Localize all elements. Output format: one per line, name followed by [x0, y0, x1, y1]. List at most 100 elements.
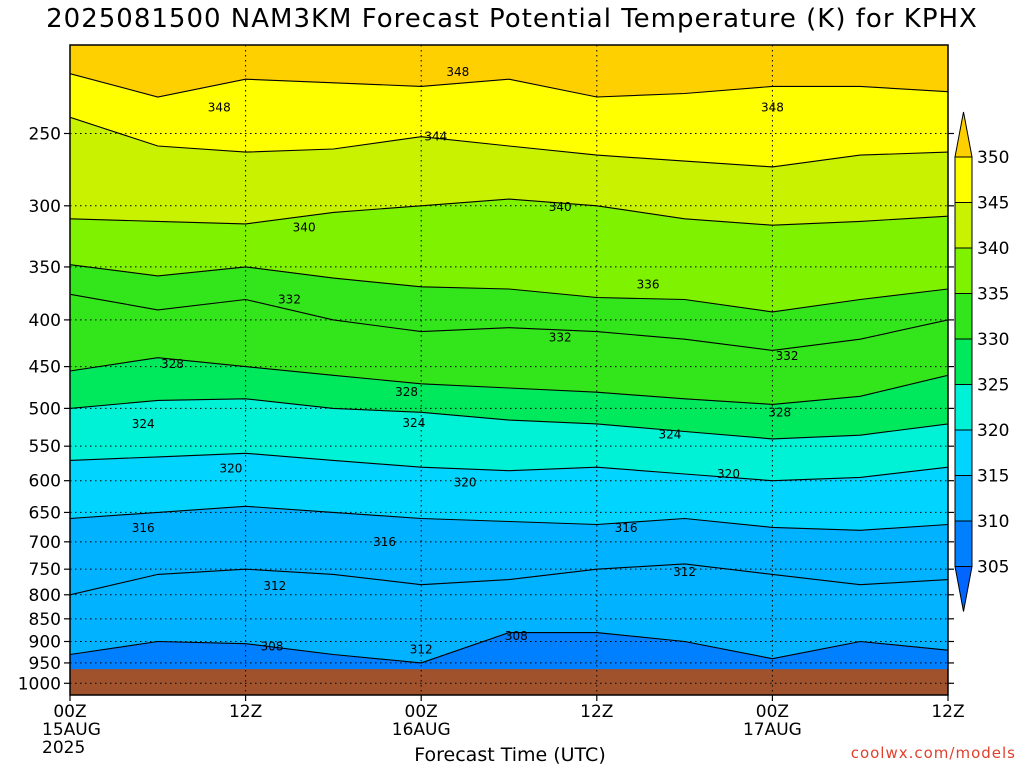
x-tick-label-0-2: 2025: [42, 738, 85, 758]
contour-label-328: 328: [768, 405, 791, 419]
y-tick-label-900: 900: [29, 632, 61, 652]
contour-label-332: 332: [278, 293, 301, 307]
x-tick-label-48-0: 00Z: [756, 702, 789, 722]
isotherm-332: [70, 293, 948, 351]
y-tick-label-950: 950: [29, 654, 61, 674]
ground-surface: [70, 669, 948, 695]
x-tick-label-36-0: 12Z: [580, 702, 613, 722]
temperature-fill-bands: [70, 45, 948, 695]
y-tick-label-550: 550: [29, 437, 61, 457]
x-tick-label-60-0: 12Z: [931, 702, 964, 722]
isotherm-348: [70, 73, 948, 98]
y-tick-label-750: 750: [29, 560, 61, 580]
y-tick-label-250: 250: [29, 124, 61, 144]
colorbar-band-345: [954, 156, 973, 203]
contour-label-324: 324: [659, 427, 682, 441]
colorbar-band-335: [954, 247, 973, 294]
contour-label-328: 328: [161, 357, 184, 371]
colorbar-label-325: 325: [977, 376, 1009, 396]
contour-label-332: 332: [776, 349, 799, 363]
colorbar-band-340: [954, 202, 973, 249]
contour-labels: 348 348 348 344 340 340 336 332 332 332 328 328 328 3…: [132, 65, 799, 657]
y-tick-label-700: 700: [29, 533, 61, 553]
colorbar-band-310: [954, 475, 973, 522]
chart-title: 2025081500 NAM3KM Forecast Potential Tem…: [46, 4, 978, 34]
contour-label-320: 320: [717, 467, 740, 481]
contour-label-308: 308: [505, 629, 528, 643]
colorbar-label-330: 330: [977, 330, 1009, 350]
isotherm-316: [70, 505, 948, 531]
isotherm-312: [70, 563, 948, 596]
colorbar-band-315: [954, 429, 973, 476]
colorbar-band-325: [954, 338, 973, 385]
contour-label-336: 336: [637, 278, 660, 292]
contour-label-324: 324: [402, 416, 425, 430]
colorbar-band-330: [954, 293, 973, 340]
isotherm-324: [70, 398, 948, 440]
colorbar-label-335: 335: [977, 285, 1009, 305]
contour-label-308: 308: [260, 640, 283, 654]
isotherm-308: [70, 632, 948, 664]
y-tick-label-450: 450: [29, 358, 61, 378]
source-credit: coolwx.com/models: [850, 744, 1016, 762]
y-axis: 2503003504004505005506006507007508008509…: [18, 124, 954, 694]
contour-label-332: 332: [549, 330, 572, 344]
colorbar: 350 345 340 335 330 325 320 315 310 305: [954, 111, 1009, 612]
contour-label-316: 316: [615, 521, 638, 535]
colorbar-label-315: 315: [977, 467, 1009, 487]
contour-label-348: 348: [208, 100, 231, 114]
contour-label-312: 312: [263, 579, 286, 593]
y-tick-label-350: 350: [29, 258, 61, 278]
x-tick-label-48-1: 17AUG: [743, 720, 802, 740]
colorbar-max-arrow: [954, 111, 973, 158]
plot-border: [69, 44, 949, 696]
contour-label-328: 328: [395, 385, 418, 399]
y-tick-label-1000: 1000: [18, 674, 61, 694]
colorbar-label-345: 345: [977, 194, 1009, 214]
y-tick-label-300: 300: [29, 197, 61, 217]
y-tick-label-650: 650: [29, 503, 61, 523]
colorbar-label-340: 340: [977, 239, 1009, 259]
ground-layer: [70, 669, 948, 695]
isotherm-340: [70, 198, 948, 226]
x-tick-label-12-0: 12Z: [229, 702, 262, 722]
isotherm-lines: [70, 73, 948, 664]
contour-label-340: 340: [293, 221, 316, 235]
y-tick-label-800: 800: [29, 586, 61, 606]
colorbar-band-305: [954, 520, 973, 567]
x-tick-label-24-1: 16AUG: [392, 720, 451, 740]
x-tick-label-24-0: 00Z: [405, 702, 438, 722]
isotherm-328: [70, 357, 948, 405]
isotherm-344: [70, 116, 948, 168]
plot-frame: [69, 44, 949, 696]
colorbar-label-310: 310: [977, 512, 1009, 532]
y-tick-label-400: 400: [29, 311, 61, 331]
contour-label-348: 348: [446, 65, 469, 79]
contour-label-316: 316: [132, 521, 155, 535]
isotherm-336: [70, 264, 948, 313]
contour-label-344: 344: [424, 130, 447, 144]
colorbar-label-350: 350: [977, 148, 1009, 168]
colorbar-band-320: [954, 384, 973, 431]
contour-label-320: 320: [454, 476, 477, 490]
y-tick-label-850: 850: [29, 610, 61, 630]
contour-label-312: 312: [673, 565, 696, 579]
contour-label-312: 312: [410, 642, 433, 656]
pressure-gridlines: [70, 45, 948, 695]
colorbar-label-320: 320: [977, 421, 1009, 441]
colorbar-label-305: 305: [977, 558, 1009, 578]
contour-label-324: 324: [132, 417, 155, 431]
contour-label-348: 348: [761, 100, 784, 114]
y-tick-label-500: 500: [29, 399, 61, 419]
colorbar-min-arrow: [954, 566, 973, 612]
x-tick-label-0-1: 15AUG: [42, 720, 101, 740]
x-axis-label: Forecast Time (UTC): [414, 744, 606, 766]
contour-label-316: 316: [373, 535, 396, 549]
isotherm-320: [70, 452, 948, 482]
x-tick-label-0-0: 00Z: [53, 702, 86, 722]
y-tick-label-600: 600: [29, 472, 61, 492]
contour-label-340: 340: [549, 200, 572, 214]
contour-label-320: 320: [220, 462, 243, 476]
